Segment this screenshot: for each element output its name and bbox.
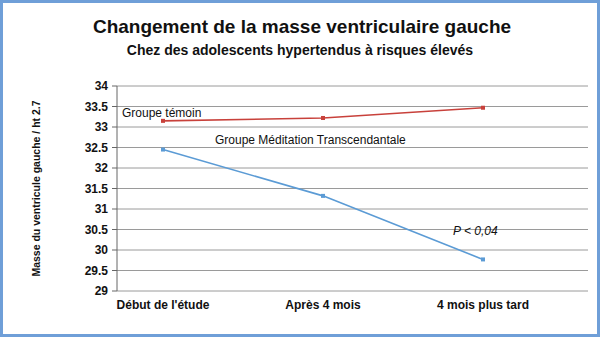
grid-line (117, 209, 588, 210)
y-tick-label: 29.5 (85, 264, 109, 278)
marker (481, 257, 485, 261)
y-axis (117, 86, 118, 291)
y-tick-label: 32.5 (85, 141, 109, 155)
grid-line (117, 250, 588, 251)
tick-mark (112, 127, 117, 128)
x-tick-label: Après 4 mois (285, 298, 361, 312)
grid-line (117, 86, 588, 87)
y-axis-label: Masse du ventricule gauche / ht 2.7 (30, 100, 42, 276)
y-tick-label: 30 (95, 243, 109, 257)
y-tick-label: 31 (95, 202, 109, 216)
subtitle: Chez des adolescents hypertendus à risqu… (127, 42, 473, 58)
grid-line (117, 270, 588, 271)
series-line (163, 150, 483, 260)
marker (321, 116, 325, 120)
x-tick-label: Début de l'étude (117, 298, 210, 312)
marker (321, 194, 325, 198)
y-tick-label: 33 (95, 120, 109, 134)
marker (481, 106, 485, 110)
grid-line (117, 229, 588, 230)
tick-mark (112, 250, 117, 251)
series-label: Groupe témoin (122, 106, 201, 120)
y-tick-label: 32 (95, 161, 109, 175)
chart: Changement de la masse ventriculaire gau… (0, 0, 600, 337)
y-tick-label: 34 (95, 79, 109, 93)
y-tick-label: 31.5 (85, 182, 109, 196)
grid-line (117, 168, 588, 169)
grid-line (117, 147, 588, 148)
tick-mark (112, 86, 117, 87)
tick-mark (112, 168, 117, 169)
y-tick-label: 29 (95, 284, 109, 298)
y-tick-label: 33.5 (85, 100, 109, 114)
series-line (163, 108, 483, 121)
annotation: P < 0,04 (453, 224, 498, 238)
series-label: Groupe Méditation Transcendantale (215, 133, 406, 147)
data (161, 106, 485, 262)
tick-mark (112, 106, 117, 107)
tick-mark (112, 209, 117, 210)
title: Changement de la masse ventriculaire gau… (93, 16, 511, 37)
tick-mark (112, 229, 117, 230)
grid-line (117, 291, 588, 292)
x-tick-label: 4 mois plus tard (437, 298, 529, 312)
grid-line (117, 127, 588, 128)
tick-mark (112, 291, 117, 292)
tick-mark (112, 270, 117, 271)
y-tick-label: 30.5 (85, 223, 109, 237)
grid (112, 86, 588, 291)
tick-mark (112, 147, 117, 148)
grid-line (117, 188, 588, 189)
tick-mark (112, 188, 117, 189)
marker (161, 148, 165, 152)
